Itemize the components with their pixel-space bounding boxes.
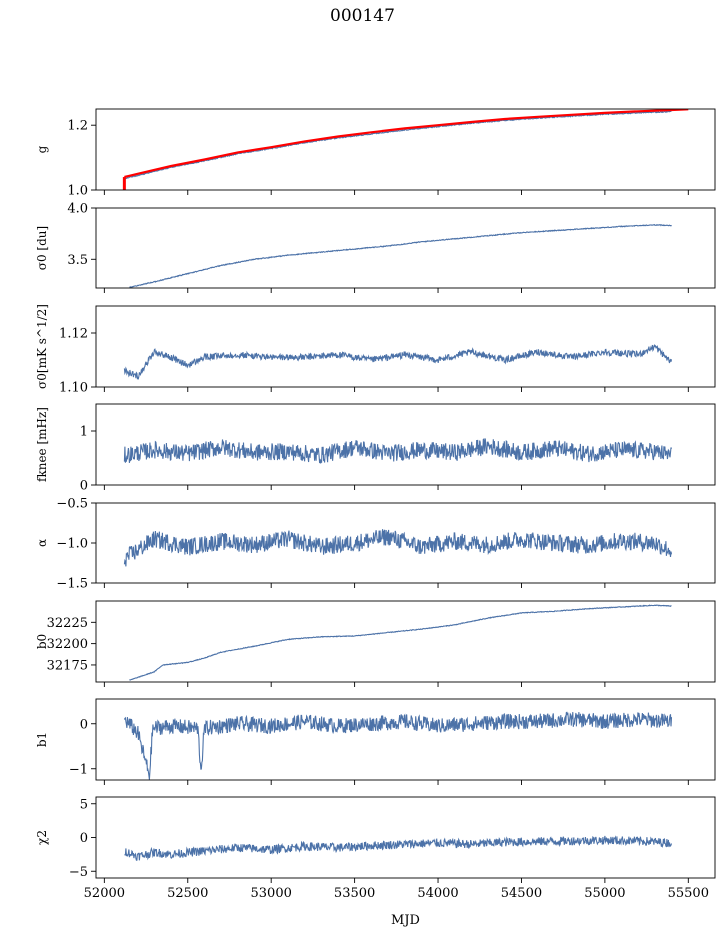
series-line-alpha (123, 529, 673, 567)
series-line-sigma0-mk (123, 344, 673, 381)
series-line-fknee (123, 438, 673, 464)
y-axis-label-sigma0-mk: σ0[mK s^1/2] (35, 304, 49, 389)
subplot-g: 1.0 1.2 g (35, 108, 716, 199)
x-tick-label: 52500 (167, 886, 208, 901)
subplot-alpha: −1.5 −1.0 −0.5 α (35, 497, 716, 592)
series-line-b0 (129, 604, 672, 681)
y-tick-label: 1.2 (67, 119, 88, 134)
y-tick-label: 3.5 (67, 253, 88, 268)
y-axis-label-b0: b0 (35, 634, 49, 649)
y-tick-label: 1.0 (67, 184, 88, 199)
y-tick-label: 0 (80, 479, 88, 494)
y-tick-label: 0 (80, 717, 88, 732)
x-tick-label: 55000 (584, 886, 625, 901)
series-line-chi2 (124, 835, 673, 861)
y-axis-label-fknee: fknee [mHz] (35, 407, 49, 482)
y-tick-label: 1.10 (59, 381, 88, 396)
subplot-fknee: 0 1 fknee [mHz] (35, 403, 716, 494)
x-tick-label: 52000 (84, 886, 125, 901)
subplot-b1: −1 0 b1 (35, 698, 716, 785)
y-tick-label: 4.0 (67, 202, 88, 217)
y-tick-label: 32175 (47, 658, 88, 673)
y-axis-label-alpha: α (35, 539, 49, 547)
x-tick-label: 54500 (501, 886, 542, 901)
figure-title: 000147 (330, 6, 395, 26)
y-tick-label: 32225 (47, 616, 88, 631)
y-tick-label: 1.12 (59, 327, 88, 342)
series-line-b1 (123, 711, 673, 780)
series-line-sigma0-du (129, 223, 672, 288)
y-tick-label: 1 (80, 425, 88, 440)
y-tick-label: −5 (69, 865, 88, 880)
subplot-chi2: −5 0 5 52000 52500 53000 53500 54000 54500 55000 5… (35, 796, 716, 901)
axes-frame-b1 (95, 698, 716, 781)
axes-frame-fknee (95, 403, 716, 486)
axes-frame-sigma0-du (95, 207, 716, 289)
axes-frame-g (95, 108, 716, 191)
x-tick-label: 53500 (334, 886, 375, 901)
y-tick-label: −0.5 (56, 497, 88, 512)
axes-frame-b0 (95, 600, 716, 683)
y-tick-label: −1.5 (56, 577, 88, 592)
y-tick-label: 32200 (47, 637, 88, 652)
x-tick-label: 54000 (417, 886, 458, 901)
y-tick-label: −1 (69, 762, 88, 777)
x-axis-label: MJD (391, 913, 420, 928)
fit-line-g (124, 109, 689, 179)
axes-frame-sigma0-mk (95, 305, 716, 388)
y-axis-label-sigma0-du: σ0 [du] (35, 226, 49, 270)
y-tick-label: 5 (80, 797, 88, 812)
subplot-b0: 32175 32200 32225 b0 (35, 600, 716, 687)
x-tick-label: 53000 (251, 886, 292, 901)
subplot-sigma0-du: 3.5 4.0 σ0 [du] (35, 202, 716, 293)
y-tick-label: 0 (80, 831, 88, 846)
y-axis-label-b1: b1 (35, 732, 49, 747)
x-tick-label: 55500 (668, 886, 709, 901)
subplot-sigma0-mk: 1.10 1.12 σ0[mK s^1/2] (35, 304, 716, 396)
y-axis-label-g: g (35, 145, 49, 153)
y-tick-label: −1.0 (56, 537, 88, 552)
y-axis-label-chi2: χ2 (35, 830, 49, 845)
series-line-g (124, 110, 672, 180)
